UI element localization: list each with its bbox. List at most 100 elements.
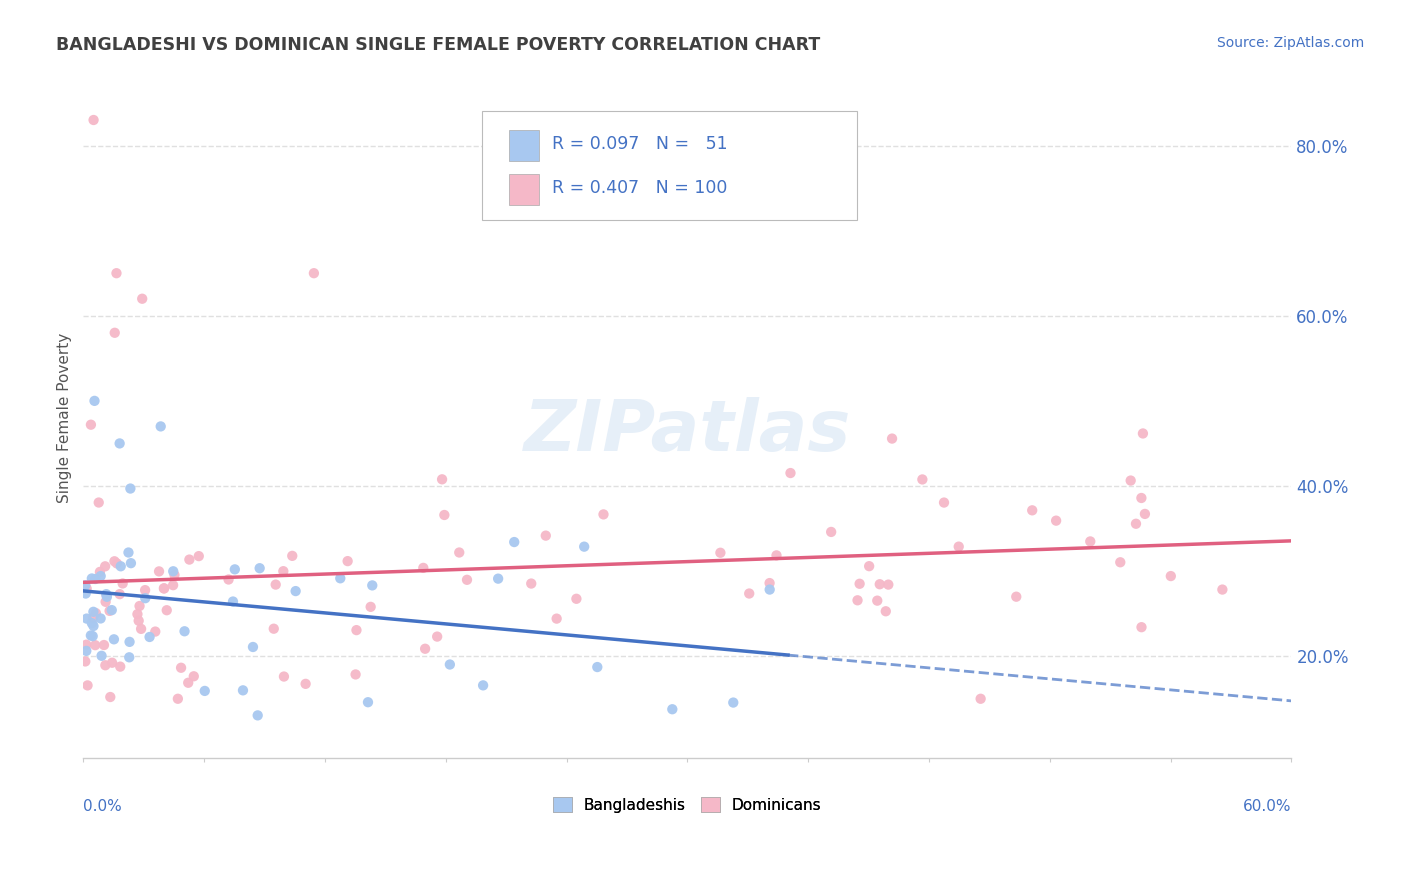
Point bbox=[426, 630, 449, 644]
Point bbox=[1021, 503, 1043, 517]
Text: BANGLADESHI VS DOMINICAN SINGLE FEMALE POVERTY CORRELATION CHART: BANGLADESHI VS DOMINICAN SINGLE FEMALE P… bbox=[56, 36, 821, 54]
Point bbox=[911, 472, 934, 486]
Point bbox=[118, 650, 141, 665]
Point bbox=[82, 611, 104, 625]
Point bbox=[1119, 474, 1142, 488]
Point bbox=[76, 611, 98, 625]
Point bbox=[866, 593, 889, 607]
Point bbox=[100, 603, 122, 617]
Point bbox=[103, 554, 125, 568]
Point bbox=[779, 466, 801, 480]
FancyBboxPatch shape bbox=[509, 175, 538, 205]
Point bbox=[472, 678, 495, 692]
Point bbox=[75, 578, 97, 592]
Point bbox=[329, 571, 352, 585]
Point bbox=[129, 622, 152, 636]
Text: 0.0%: 0.0% bbox=[83, 799, 122, 814]
Point bbox=[179, 552, 201, 566]
Point bbox=[94, 559, 117, 574]
Point bbox=[232, 683, 254, 698]
Point bbox=[222, 594, 245, 608]
Point bbox=[98, 690, 121, 704]
Point bbox=[84, 572, 107, 586]
Point bbox=[96, 590, 118, 604]
Point bbox=[167, 691, 190, 706]
Point bbox=[82, 619, 104, 633]
Point bbox=[820, 524, 842, 539]
Point bbox=[87, 495, 110, 509]
Point bbox=[90, 648, 112, 663]
Point bbox=[98, 604, 121, 618]
Point bbox=[249, 561, 271, 575]
Point bbox=[412, 561, 434, 575]
Text: ZIPatlas: ZIPatlas bbox=[523, 397, 851, 466]
Point bbox=[224, 562, 246, 576]
Point bbox=[1132, 426, 1154, 441]
Point bbox=[846, 593, 869, 607]
Point bbox=[1125, 516, 1147, 531]
Text: R = 0.097   N =   51: R = 0.097 N = 51 bbox=[553, 136, 728, 153]
Point bbox=[183, 669, 205, 683]
Point bbox=[1160, 569, 1182, 583]
Point bbox=[1109, 555, 1132, 569]
Point bbox=[134, 583, 156, 598]
Point bbox=[138, 630, 160, 644]
Point bbox=[218, 573, 240, 587]
Point bbox=[96, 589, 118, 603]
Text: Source: ZipAtlas.com: Source: ZipAtlas.com bbox=[1216, 36, 1364, 50]
Point bbox=[80, 572, 103, 586]
Legend: Bangladeshis, Dominicans: Bangladeshis, Dominicans bbox=[547, 790, 828, 819]
Point bbox=[108, 436, 131, 450]
Point bbox=[346, 623, 368, 637]
Point bbox=[1130, 491, 1153, 505]
Point bbox=[96, 587, 118, 601]
Point bbox=[877, 577, 900, 591]
Point bbox=[75, 638, 97, 652]
Point bbox=[101, 656, 124, 670]
Point bbox=[246, 708, 269, 723]
Point bbox=[281, 549, 304, 563]
Point bbox=[344, 667, 367, 681]
Point bbox=[134, 591, 156, 606]
Point bbox=[360, 599, 382, 614]
Point bbox=[108, 587, 131, 601]
Point bbox=[110, 559, 132, 574]
Point bbox=[932, 495, 955, 509]
Point bbox=[170, 661, 193, 675]
Point bbox=[880, 432, 903, 446]
Point bbox=[128, 599, 150, 613]
Point bbox=[149, 419, 172, 434]
Point bbox=[187, 549, 209, 563]
Point bbox=[848, 576, 870, 591]
Point bbox=[1078, 534, 1101, 549]
Point bbox=[104, 326, 127, 340]
Point bbox=[572, 540, 595, 554]
Point bbox=[83, 113, 105, 128]
Point bbox=[110, 659, 132, 673]
Point bbox=[273, 564, 295, 578]
Point bbox=[456, 573, 478, 587]
Point bbox=[94, 595, 117, 609]
Point bbox=[80, 417, 103, 432]
Point bbox=[162, 564, 184, 578]
Point bbox=[738, 586, 761, 600]
Point bbox=[117, 545, 139, 559]
Point bbox=[89, 565, 111, 579]
Point bbox=[430, 472, 453, 486]
Text: R = 0.407   N = 100: R = 0.407 N = 100 bbox=[553, 179, 727, 197]
Point bbox=[357, 695, 380, 709]
Point bbox=[661, 702, 683, 716]
Point bbox=[565, 591, 588, 606]
Point bbox=[1005, 590, 1028, 604]
Point bbox=[361, 578, 384, 592]
Point bbox=[105, 557, 128, 571]
Point bbox=[94, 658, 117, 673]
Point bbox=[439, 657, 461, 672]
Point bbox=[273, 669, 295, 683]
Point bbox=[294, 677, 316, 691]
Point bbox=[84, 638, 107, 652]
Point bbox=[153, 582, 176, 596]
Point bbox=[723, 696, 745, 710]
Point bbox=[592, 508, 614, 522]
Point bbox=[105, 266, 128, 280]
